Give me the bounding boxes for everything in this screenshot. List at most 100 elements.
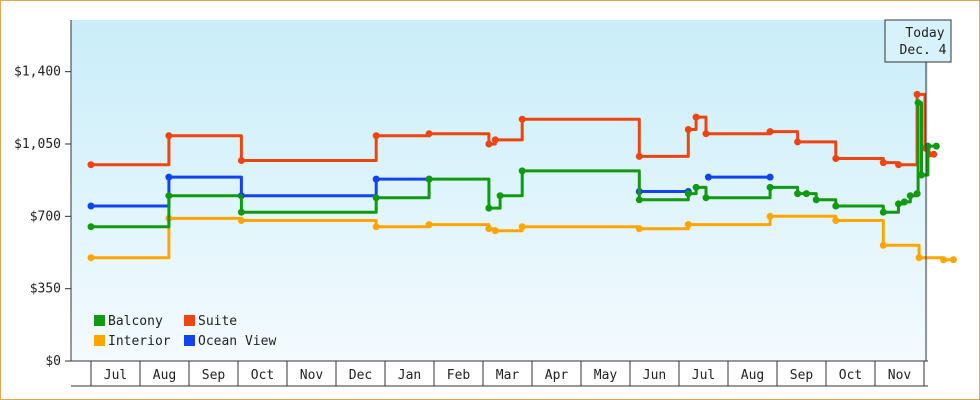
series-point-suite <box>879 159 887 167</box>
legend-label: Suite <box>198 314 237 329</box>
series-point-balcony <box>802 190 810 198</box>
legend-swatch <box>184 315 195 326</box>
series-point-interior <box>87 254 95 262</box>
series-layer <box>87 90 957 264</box>
legend-swatch <box>94 315 105 326</box>
series-line-suite <box>91 92 934 167</box>
series-point-suite <box>692 113 700 121</box>
series-point-suite <box>702 130 710 138</box>
month-label: Sep <box>202 368 226 383</box>
series-point-ocean-view <box>372 175 380 183</box>
series-point-balcony <box>906 192 914 200</box>
series-point-balcony <box>372 194 380 202</box>
series-point-interior <box>425 221 433 229</box>
month-label: Sep <box>790 368 814 383</box>
series-line-interior <box>91 214 954 262</box>
series-point-suite <box>425 130 433 138</box>
series-point-balcony <box>794 190 802 198</box>
series-point-interior <box>485 225 493 233</box>
series-point-balcony <box>766 183 774 191</box>
today-label-line2: Dec. 4 <box>900 43 947 58</box>
month-label: Oct <box>839 368 862 383</box>
series-point-balcony <box>684 190 692 198</box>
x-axis: Jul Aug Sep Oct Nov Dec Jan Feb Mar Apr May Jun Jul A… <box>71 360 928 387</box>
series-point-ocean-view <box>766 173 774 181</box>
series-point-balcony <box>165 192 173 200</box>
y-tick-label: $700 <box>30 209 61 224</box>
series-point-suite <box>87 161 95 169</box>
series-point-balcony <box>485 204 493 212</box>
series-point-interior <box>684 221 692 229</box>
y-tick-label: $350 <box>30 282 61 297</box>
month-label: Jul <box>692 368 715 383</box>
series-point-interior <box>832 217 840 224</box>
series-point-suite <box>895 161 902 169</box>
series-point-suite <box>635 152 643 160</box>
series-point-ocean-view <box>704 173 712 181</box>
series-point-balcony <box>932 142 940 150</box>
series-point-suite <box>485 140 493 148</box>
month-label: Aug <box>153 368 176 383</box>
month-label: Oct <box>251 368 274 383</box>
month-label: Jul <box>104 368 127 383</box>
series-point-balcony <box>237 208 245 216</box>
series-point-balcony <box>812 196 820 204</box>
legend: Balcony Suite Interior Ocean View <box>94 314 276 349</box>
series-point-suite <box>165 132 173 140</box>
y-axis: $0 $350 $700 $1,050 $1,400 <box>14 20 72 369</box>
legend-label: Ocean View <box>198 334 276 349</box>
series-point-balcony <box>895 200 902 208</box>
series-point-interior <box>491 227 499 235</box>
series-point-balcony <box>425 175 433 183</box>
legend-label: Balcony <box>108 314 163 329</box>
today-box <box>884 19 952 63</box>
series-point-suite <box>237 157 245 164</box>
series-point-interior <box>372 223 380 231</box>
y-tick-label: $0 <box>45 354 61 369</box>
month-label: Aug <box>741 368 764 383</box>
series-point-balcony <box>879 208 887 216</box>
month-label: Mar <box>496 368 520 383</box>
series-point-suite <box>930 150 938 158</box>
series-point-balcony <box>918 171 925 179</box>
month-label: Nov <box>300 368 324 383</box>
month-label: Apr <box>545 368 569 383</box>
series-point-interior <box>766 212 774 220</box>
series-point-suite <box>832 155 840 162</box>
series-point-balcony <box>900 198 908 206</box>
series-point-suite <box>684 126 692 133</box>
series-point-ocean-view <box>165 173 173 181</box>
month-label: Jan <box>398 368 421 383</box>
series-point-balcony <box>87 223 95 231</box>
month-label: May <box>594 368 618 383</box>
series-point-suite <box>913 90 921 98</box>
legend-label: Interior <box>108 334 171 349</box>
series-point-interior <box>949 256 957 264</box>
series-point-interior <box>237 217 245 224</box>
series-point-suite <box>491 136 499 144</box>
series-point-suite <box>766 128 774 136</box>
y-tick-label: $1,050 <box>14 137 61 152</box>
y-tick-label: $1,400 <box>14 65 61 80</box>
plot-background <box>71 20 928 361</box>
series-point-balcony <box>832 202 840 210</box>
series-point-balcony <box>496 192 504 200</box>
series-point-interior <box>635 225 643 233</box>
series-point-suite <box>518 115 526 123</box>
series-point-interior <box>940 256 948 264</box>
month-label: Feb <box>447 368 471 383</box>
month-label: Dec <box>349 368 372 383</box>
series-point-ocean-view <box>87 202 95 210</box>
series-point-suite <box>372 132 380 140</box>
today-marker: Today Dec. 4 <box>884 19 952 361</box>
series-point-interior <box>518 223 526 231</box>
series-point-balcony <box>913 190 921 198</box>
series-point-balcony <box>635 196 643 204</box>
series-point-interior <box>915 254 923 262</box>
series-point-balcony <box>518 167 526 175</box>
legend-swatch <box>184 335 195 346</box>
series-point-interior <box>879 241 887 249</box>
series-point-balcony <box>692 183 700 191</box>
